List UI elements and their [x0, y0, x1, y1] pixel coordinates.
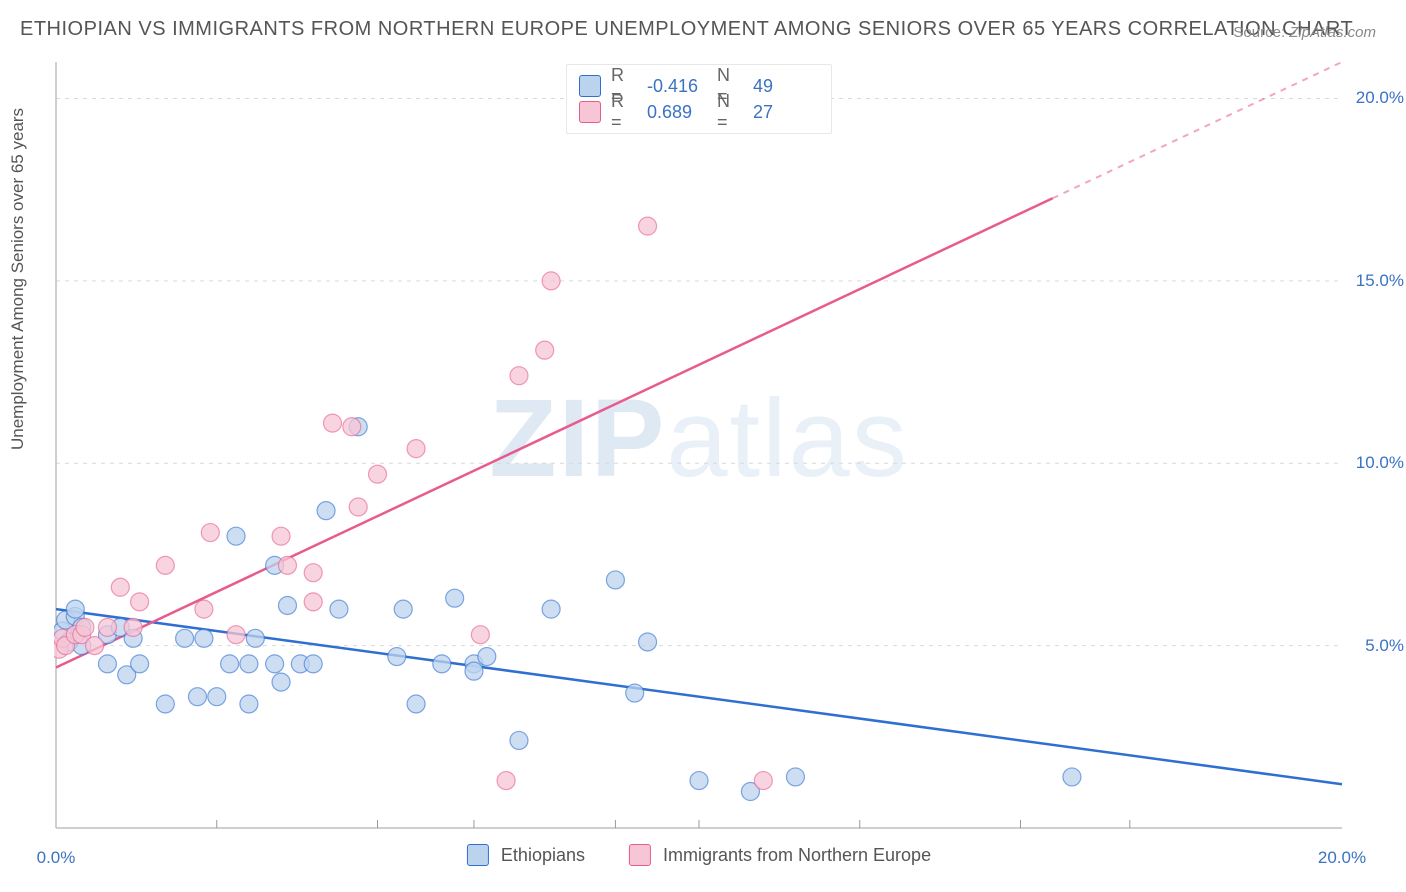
swatch-series2: [579, 101, 601, 123]
ytick-3: 20.0%: [1356, 88, 1404, 108]
r-label: R =: [611, 91, 637, 133]
r-value-1: -0.416: [647, 76, 707, 97]
swatch-series2-bottom: [629, 844, 651, 866]
source-value: ZipAtlas.com: [1289, 24, 1376, 41]
stats-row-series2: R = 0.689 N = 27: [579, 99, 813, 125]
n-value-2: 27: [753, 102, 813, 123]
source-label: Source:: [1233, 24, 1285, 41]
r-value-2: 0.689: [647, 102, 707, 123]
n-value-1: 49: [753, 76, 813, 97]
source-attribution: Source: ZipAtlas.com: [1233, 24, 1376, 41]
swatch-series1-bottom: [467, 844, 489, 866]
chart-title: ETHIOPIAN VS IMMIGRANTS FROM NORTHERN EU…: [20, 18, 1353, 41]
ytick-0: 5.0%: [1365, 636, 1404, 656]
legend-label-1: Ethiopians: [501, 845, 585, 866]
ytick-1: 10.0%: [1356, 453, 1404, 473]
y-axis-label: Unemployment Among Seniors over 65 years: [8, 108, 28, 450]
swatch-series1: [579, 75, 601, 97]
x-legend: Ethiopians Immigrants from Northern Euro…: [467, 844, 931, 866]
n-label: N =: [717, 91, 743, 133]
legend-label-2: Immigrants from Northern Europe: [663, 845, 931, 866]
plot-area: ZIPatlas R = -0.416 N = 49 R = 0.689 N =…: [54, 60, 1344, 830]
stats-legend-box: R = -0.416 N = 49 R = 0.689 N = 27: [566, 64, 832, 134]
xtick-0: 0.0%: [37, 848, 76, 868]
xtick-1: 20.0%: [1318, 848, 1366, 868]
ytick-2: 15.0%: [1356, 271, 1404, 291]
chart-svg: [54, 60, 1344, 830]
